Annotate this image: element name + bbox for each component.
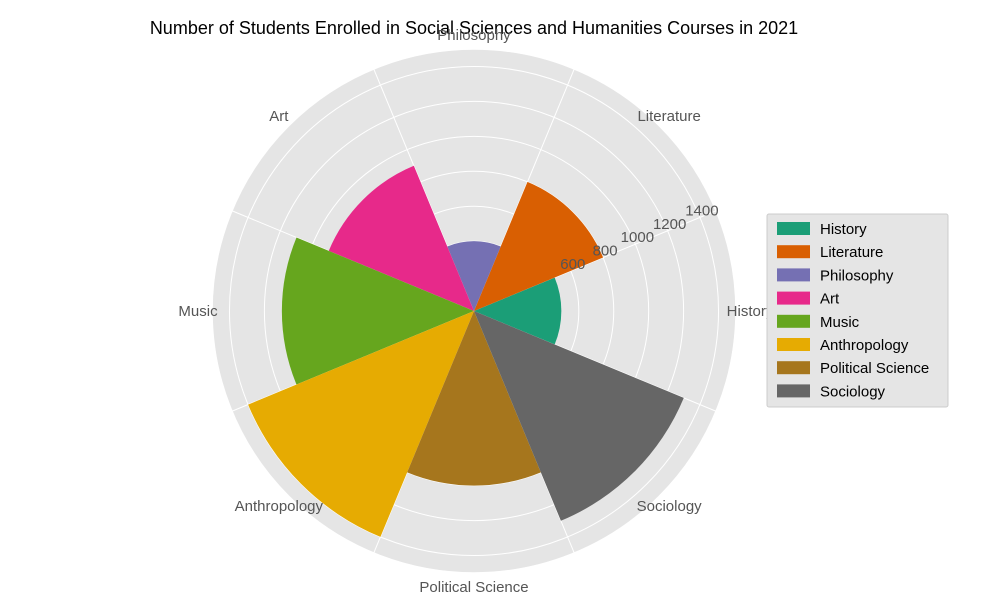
legend-label-art: Art — [820, 291, 840, 308]
legend-label-political-science: Political Science — [820, 360, 929, 377]
legend-swatch-political-science — [777, 361, 810, 375]
bar-sociology — [474, 311, 684, 521]
category-label-literature: Literature — [637, 108, 700, 125]
bar-philosophy — [447, 241, 501, 311]
grid-ring — [211, 48, 737, 574]
legend-swatch-literature — [777, 245, 810, 259]
legend-swatch-history — [777, 222, 810, 235]
legend-label-literature: Literature — [820, 244, 883, 261]
bar-history — [474, 277, 562, 345]
bar-political-science — [407, 311, 541, 486]
category-label-philosophy: Philosophy — [437, 27, 511, 44]
legend-box — [766, 213, 949, 408]
radial-tick-label: 600 — [560, 256, 585, 273]
category-label-anthropology: Anthropology — [235, 498, 324, 515]
grid-ring — [263, 100, 685, 522]
category-label-sociology: Sociology — [637, 498, 703, 515]
radial-tick-label: 1200 — [653, 216, 686, 233]
legend-label-history: History — [820, 221, 867, 238]
polar-bars — [248, 165, 684, 537]
legend-swatch-music — [777, 314, 810, 328]
legend: History Literature Philosophy Art Music Anthr… — [766, 213, 949, 408]
category-label-political-science: Political Science — [419, 579, 528, 596]
radial-tick-label: 1400 — [685, 202, 718, 219]
radial-tick-label: 1000 — [621, 229, 654, 246]
bar-literature — [474, 181, 604, 311]
grid-ring — [228, 65, 720, 557]
legend-swatch-art — [777, 291, 810, 305]
category-labels: History Literature Philosophy Art Music Anthr… — [178, 27, 773, 596]
category-label-art: Art — [269, 108, 289, 125]
bar-art — [328, 165, 474, 311]
legend-swatch-philosophy — [777, 268, 810, 282]
bar-anthropology — [248, 311, 474, 537]
chart-title: Number of Students Enrolled in Social Sc… — [150, 18, 798, 38]
legend-label-philosophy: Philosophy — [820, 267, 894, 284]
legend-swatch-anthropology — [777, 338, 810, 351]
legend-swatch-sociology — [777, 384, 810, 398]
category-label-history: History — [727, 303, 774, 320]
radial-tick-label: 800 — [593, 243, 618, 260]
legend-label-music: Music — [820, 314, 860, 331]
bar-music — [281, 237, 474, 385]
legend-label-anthropology: Anthropology — [820, 337, 909, 354]
category-label-music: Music — [178, 303, 218, 320]
legend-label-sociology: Sociology — [820, 383, 886, 400]
